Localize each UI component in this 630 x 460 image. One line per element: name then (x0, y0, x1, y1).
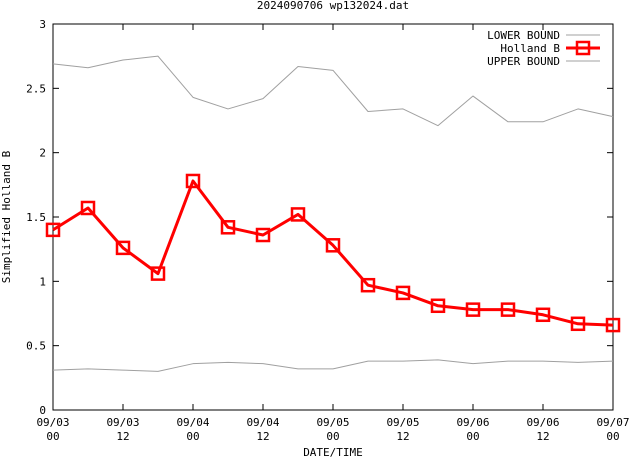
x-tick-date: 09/06 (526, 416, 559, 429)
y-tick-label: 3 (39, 18, 46, 31)
series-line-lower-bound (52, 359, 614, 372)
y-axis-label: Simplified Holland B (0, 150, 13, 283)
legend-label: Holland B (500, 42, 560, 55)
plot-border (52, 23, 614, 411)
legend-marker (575, 40, 591, 56)
data-point (80, 200, 96, 216)
series-layer (45, 55, 621, 372)
data-point (430, 298, 446, 314)
data-point (395, 285, 411, 301)
series-holland-b (45, 173, 621, 333)
x-tick-time: 12 (256, 430, 269, 443)
series-line-holland-b (52, 179, 614, 327)
y-tick-label: 0 (39, 404, 46, 417)
legend-label: LOWER BOUND (487, 29, 560, 42)
x-tick-date: 09/06 (456, 416, 489, 429)
data-point (570, 316, 586, 332)
x-tick-time: 00 (186, 430, 199, 443)
series-lower-bound (52, 359, 614, 372)
data-point (535, 307, 551, 323)
legend-label: UPPER BOUND (487, 55, 560, 68)
data-point (115, 240, 131, 256)
data-point (605, 317, 621, 333)
y-tick-label: 1.5 (26, 211, 46, 224)
x-tick-time: 00 (466, 430, 479, 443)
x-tick-date: 09/07 (596, 416, 629, 429)
x-tick-time: 00 (606, 430, 619, 443)
chart-title: 2024090706 wp132024.dat (257, 0, 409, 12)
plot-frame (52, 23, 614, 411)
x-axis-label: DATE/TIME (303, 446, 363, 459)
data-point (255, 227, 271, 243)
x-tick-date: 09/05 (316, 416, 349, 429)
x-tick-date: 09/03 (106, 416, 139, 429)
data-point (465, 302, 481, 317)
x-tick-time: 12 (396, 430, 409, 443)
data-point (325, 238, 341, 253)
data-point (500, 302, 516, 317)
x-axis: 09/030009/031209/040009/041209/050009/05… (36, 24, 630, 443)
y-tick-label: 2 (39, 147, 46, 160)
y-tick-label: 1 (39, 275, 46, 288)
x-tick-time: 12 (536, 430, 549, 443)
data-point (45, 222, 61, 238)
x-tick-date: 09/04 (246, 416, 279, 429)
x-tick-time: 00 (46, 430, 59, 443)
x-tick-date: 09/04 (176, 416, 209, 429)
data-point (150, 266, 166, 281)
data-point (220, 220, 236, 235)
x-tick-time: 12 (116, 430, 129, 443)
y-tick-label: 2.5 (26, 82, 46, 95)
series-upper-bound (52, 55, 614, 127)
data-point (360, 277, 376, 293)
series-line-upper-bound (52, 55, 614, 127)
data-point (185, 173, 201, 189)
data-point (290, 207, 306, 222)
y-axis: 0 0.5 1 1.5 2 2.5 3 (26, 18, 613, 417)
x-tick-date: 09/03 (36, 416, 69, 429)
y-tick-label: 0.5 (26, 340, 46, 353)
x-tick-date: 09/05 (386, 416, 419, 429)
x-tick-time: 00 (326, 430, 339, 443)
